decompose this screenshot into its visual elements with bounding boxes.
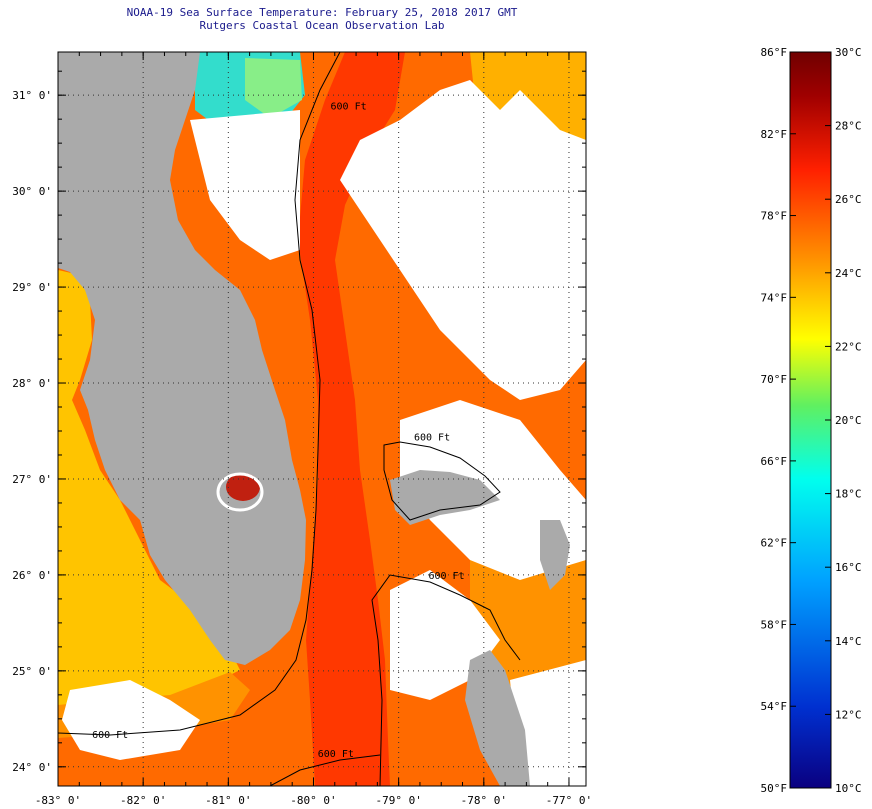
colorbar-c-label: 20°C	[835, 414, 862, 427]
lake-okeechobee	[226, 473, 260, 501]
lon-tick-label: -81° 0'	[205, 794, 251, 807]
isobath-600ft	[58, 52, 521, 786]
colorbar-f-label: 66°F	[761, 455, 788, 468]
lon-tick-label: -80° 0'	[290, 794, 336, 807]
lon-tick-label: -78° 0'	[461, 794, 507, 807]
graticule	[58, 52, 586, 786]
colorbar-c-label: 12°C	[835, 708, 862, 721]
colorbar-f-label: 74°F	[761, 291, 788, 304]
lat-tick-label: 31° 0'	[12, 89, 52, 102]
colorbar-f-label: 62°F	[761, 537, 788, 550]
cloud-cover-east	[400, 400, 586, 580]
colorbar-f-label: 50°F	[761, 782, 788, 795]
florida-peninsula-land	[58, 52, 306, 665]
isobath-labels: 600 Ft 600 Ft 600 Ft 600 Ft 600 Ft	[92, 102, 465, 761]
lon-tick-label: -83° 0'	[35, 794, 81, 807]
colorbar-c-label: 22°C	[835, 340, 862, 353]
cold-water-north-b	[245, 58, 302, 118]
map-imagery	[58, 52, 586, 786]
abaco-island-land	[540, 520, 570, 590]
map-axes: -83° 0' -82° 0' -81° 0' -80° 0' -79° 0' -78° …	[12, 52, 592, 807]
colorbar-c-label: 24°C	[835, 267, 862, 280]
lake-okeechobee-rim	[216, 472, 264, 512]
lon-tick-label: -77° 0'	[546, 794, 592, 807]
lon-tick-label: -79° 0'	[375, 794, 421, 807]
isobath-line-great-bahama	[371, 574, 521, 786]
colorbar-ticks: 86°F 82°F 78°F 74°F 70°F 66°F 62°F 58°F 54°F 50°F…	[761, 46, 862, 795]
colorbar-f-label: 70°F	[761, 373, 788, 386]
isobath-line-little-bahama	[383, 441, 501, 521]
cloud-cover-north	[190, 110, 300, 260]
lat-tick-label: 30° 0'	[12, 185, 52, 198]
isobath-line-florida-shelf	[58, 52, 341, 736]
colorbar-c-label: 30°C	[835, 46, 862, 59]
colorbar-f-label: 86°F	[761, 46, 788, 59]
colorbar-gradient	[789, 51, 832, 789]
isobath-label: 600 Ft	[92, 730, 128, 741]
cloud-cover-northeast	[340, 80, 586, 400]
lat-tick-label: 25° 0'	[12, 665, 52, 678]
colorbar-c-label: 26°C	[835, 193, 862, 206]
isobath-label: 600 Ft	[331, 102, 367, 113]
colorbar-c-label: 18°C	[835, 488, 862, 501]
colorbar-c-label: 28°C	[835, 120, 862, 133]
lon-tick-label: -82° 0'	[120, 794, 166, 807]
colorbar-c-label: 16°C	[835, 561, 862, 574]
colorbar-f-label: 78°F	[761, 210, 788, 223]
isobath-label: 600 Ft	[428, 571, 464, 582]
isobath-line-cuba-shelf	[269, 754, 381, 786]
andros-island-land	[465, 650, 530, 786]
cloud-cover-south	[510, 660, 586, 786]
colorbar-f-label: 54°F	[761, 700, 788, 713]
colorbar-f-label: 58°F	[761, 618, 788, 631]
lat-tick-label: 27° 0'	[12, 473, 52, 486]
map-frame	[57, 51, 587, 787]
isobath-label: 600 Ft	[318, 749, 354, 760]
map-title: NOAA-19 Sea Surface Temperature: Februar…	[126, 6, 518, 19]
lat-tick-label: 26° 0'	[12, 569, 52, 582]
colorbar-f-label: 82°F	[761, 128, 788, 141]
map-subtitle: Rutgers Coastal Ocean Observation Lab	[199, 19, 445, 32]
cloud-cover-keys	[62, 680, 200, 760]
colorbar-c-label: 14°C	[835, 635, 862, 648]
grand-bahama-land	[390, 470, 500, 525]
lat-tick-label: 29° 0'	[12, 281, 52, 294]
lat-tick-label: 24° 0'	[12, 761, 52, 774]
colorbar-c-label: 10°C	[835, 782, 862, 795]
lat-tick-label: 28° 0'	[12, 377, 52, 390]
isobath-label: 600 Ft	[414, 433, 450, 444]
gulf-stream	[298, 52, 405, 786]
gulf-of-mexico-water	[58, 270, 240, 710]
